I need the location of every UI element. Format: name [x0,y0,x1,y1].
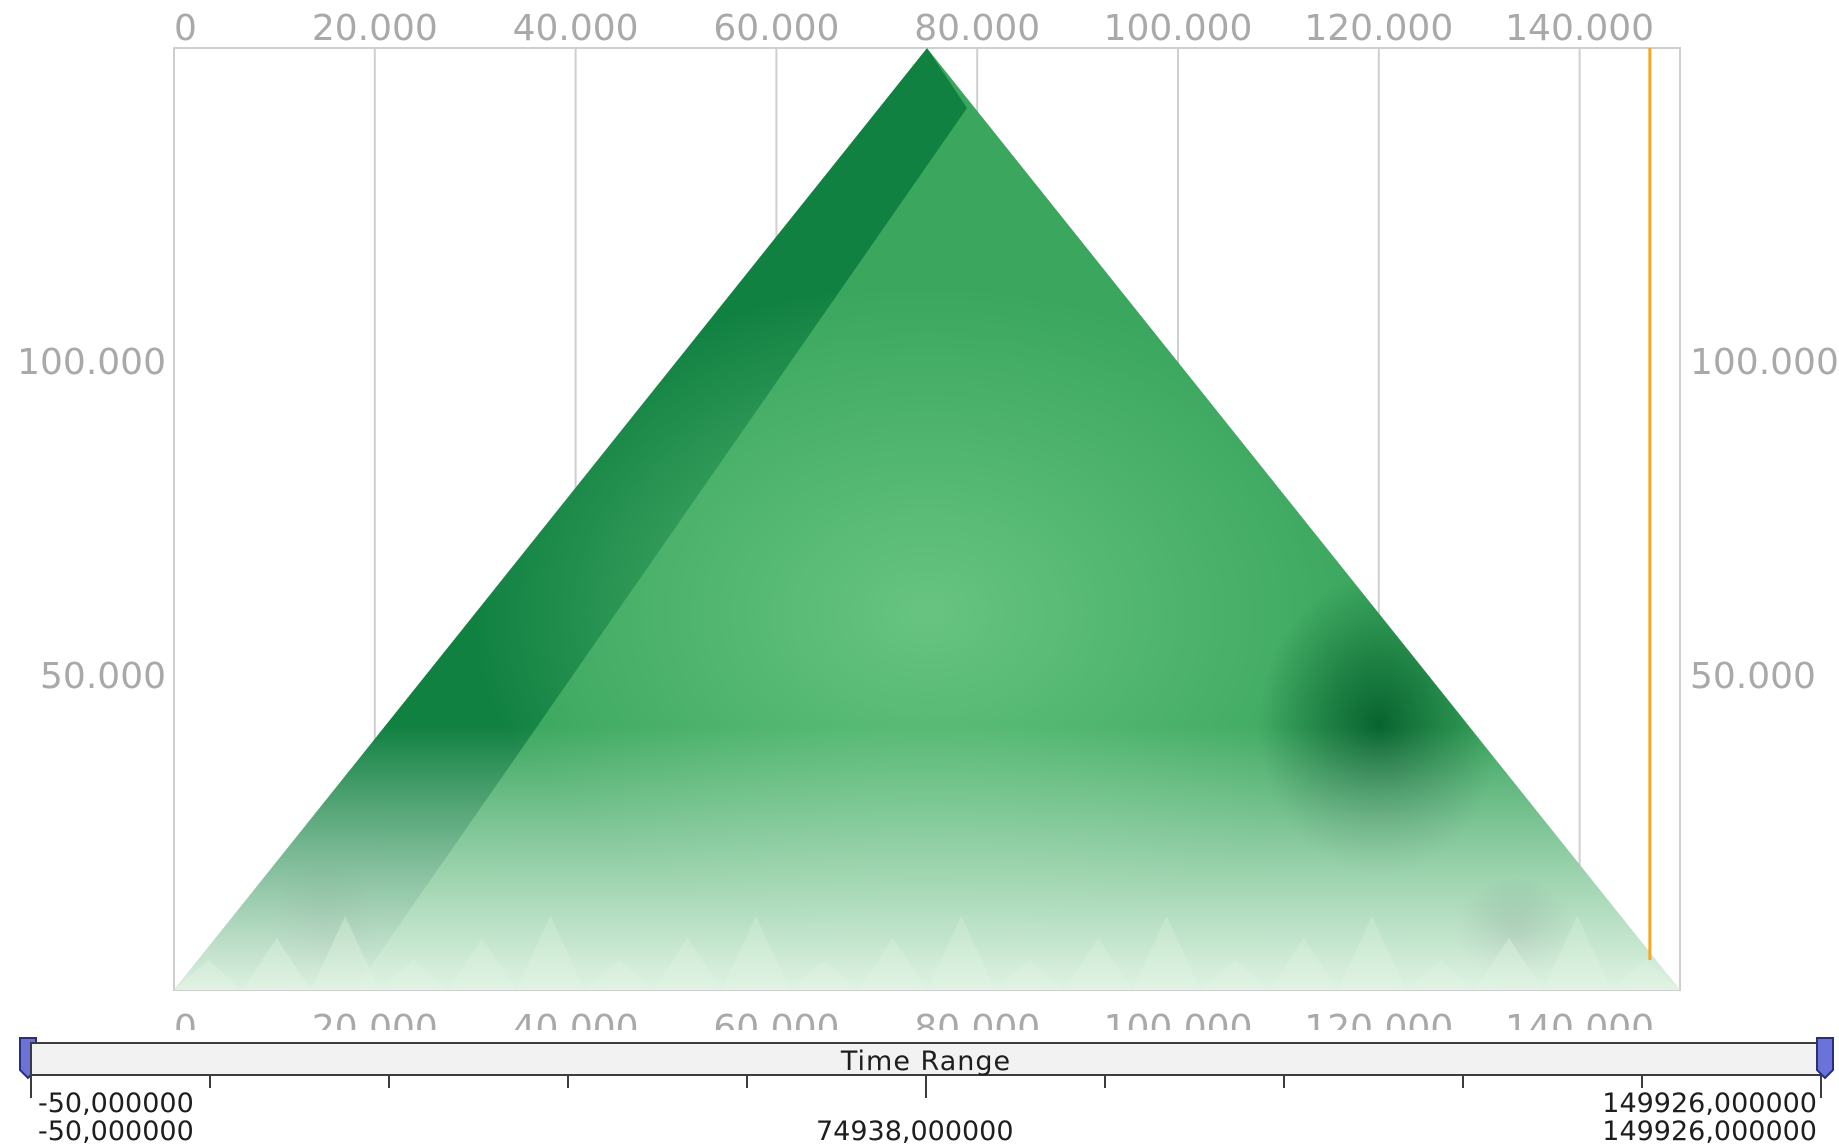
x-tick-top-2: 40.000 [513,8,639,49]
time-range-lower-label: -50,000000 [38,1088,194,1119]
time-range-scale-tick [1820,1076,1822,1098]
time-range-scale-tick [30,1076,32,1098]
heatmap-triangle [174,48,1680,990]
x-tick-top-3: 60.000 [713,8,839,49]
time-range-scale-tick [1283,1076,1285,1088]
time-range-scale-tick [1641,1076,1643,1088]
y-tick-right-1: 50.000 [1690,656,1816,697]
x-tick-bottom-1: 20.000 [312,1008,438,1030]
x-tick-top-5: 100.000 [1104,8,1253,49]
heatmap-base-fade [174,726,1680,990]
y-axis-right: 100.000 50.000 [1690,342,1839,697]
time-range-lower-label-secondary: -50,000000 [38,1116,194,1147]
x-tick-top-6: 120.000 [1304,8,1453,49]
x-tick-top-7: 140.000 [1505,8,1654,49]
time-range-title: Time Range [840,1046,1012,1077]
time-range-upper-label: 149926,000000 [1602,1088,1817,1119]
time-range-scale-tick [746,1076,748,1088]
x-tick-bottom-3: 60.000 [713,1008,839,1030]
time-range-scale-tick [209,1076,211,1088]
x-tick-bottom-4: 80.000 [914,1008,1040,1030]
time-range-upper-handle[interactable] [1815,1036,1835,1080]
x-tick-top-0: 0 [174,8,197,49]
x-axis-bottom: 0 20.000 40.000 60.000 80.000 100.000 120.000 1… [174,1008,1654,1030]
y-axis-left: 100.000 50.000 [17,342,166,697]
time-range-scale [30,1076,1822,1098]
x-tick-bottom-2: 40.000 [513,1008,639,1030]
time-range-scale-tick [388,1076,390,1088]
y-tick-left-1: 50.000 [40,656,166,697]
axis-ticks: 0 20.000 40.000 60.000 80.000 100.000 120.000 1… [17,8,1839,1030]
x-tick-top-1: 20.000 [312,8,438,49]
time-range-slider[interactable]: Time Range -50,000000 149926,000000 -50,… [0,1030,1839,1147]
time-range-scale-tick [567,1076,569,1088]
time-range-track[interactable]: Time Range [30,1042,1822,1077]
x-tick-bottom-6: 120.000 [1304,1008,1453,1030]
x-tick-bottom-0: 0 [174,1008,197,1030]
time-range-center-label: 74938,000000 [816,1116,1014,1147]
time-range-scale-tick [925,1076,927,1098]
x-axis-top: 0 20.000 40.000 60.000 80.000 100.000 120.000 1… [174,8,1654,49]
time-range-scale-tick [1104,1076,1106,1088]
ld-heatmap-chart: 0 20.000 40.000 60.000 80.000 100.000 120.000 1… [17,8,1839,1030]
x-tick-bottom-5: 100.000 [1104,1008,1253,1030]
time-range-scale-tick [1462,1076,1464,1088]
time-range-upper-label-secondary: 149926,000000 [1602,1116,1817,1147]
y-tick-left-0: 100.000 [17,342,166,383]
chart-canvas: 0 20.000 40.000 60.000 80.000 100.000 120.000 1… [17,8,1839,1030]
heatmap-cells [174,48,1680,990]
y-tick-right-0: 100.000 [1690,342,1839,383]
x-tick-top-4: 80.000 [914,8,1040,49]
x-tick-bottom-7: 140.000 [1505,1008,1654,1030]
